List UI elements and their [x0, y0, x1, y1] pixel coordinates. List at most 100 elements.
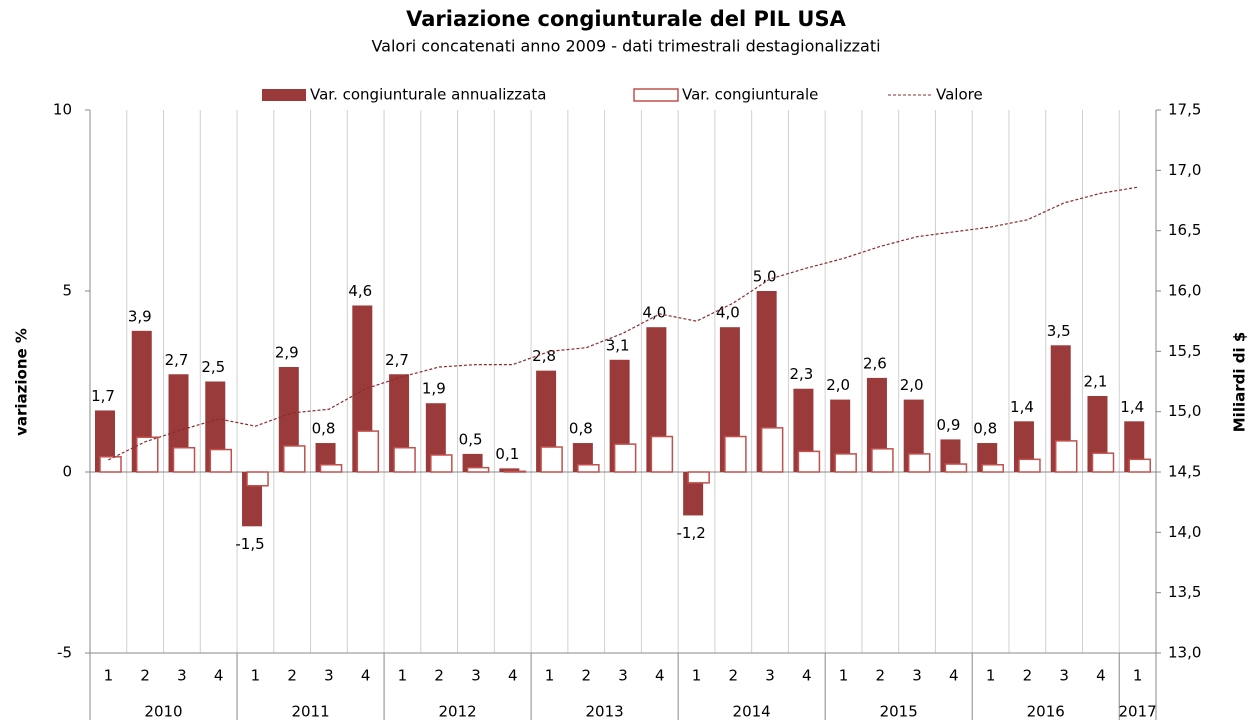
- bar: [613, 443, 637, 473]
- data-label: 0,8: [569, 420, 593, 438]
- y-tick-label: -5: [57, 644, 72, 662]
- y2-tick-label: 15,5: [1168, 342, 1201, 360]
- bar: [136, 436, 159, 473]
- x-tick-label: 4: [361, 667, 371, 685]
- bar: [907, 453, 931, 473]
- bar: [209, 448, 233, 473]
- x-tick-label: 1: [839, 667, 849, 685]
- legend-label: Valore: [936, 86, 983, 104]
- bar: [981, 464, 1004, 473]
- data-label: 1,9: [422, 380, 446, 398]
- legend-swatch: [262, 89, 306, 101]
- bar: [871, 448, 894, 473]
- bar: [319, 464, 343, 473]
- y2-tick-label: 13,0: [1168, 644, 1201, 662]
- y2-tick-label: 17,5: [1168, 101, 1201, 119]
- x-tick-label: 1: [692, 667, 702, 685]
- data-label: 2,7: [385, 351, 409, 369]
- chart-subtitle: Valori concatenati anno 2009 - dati trim…: [371, 37, 880, 56]
- x-group-label: 2012: [438, 703, 476, 720]
- y2-tick-label: 14,5: [1168, 463, 1201, 481]
- bar: [1018, 458, 1041, 473]
- x-tick-label: 3: [471, 667, 481, 685]
- x-tick-label: 1: [545, 667, 555, 685]
- bar: [283, 445, 306, 473]
- y2-tick-label: 16,0: [1168, 282, 1201, 300]
- y-tick-label: 5: [62, 282, 72, 300]
- bar: [356, 430, 380, 473]
- y-tick-label: 10: [53, 101, 72, 119]
- x-tick-label: 2: [434, 667, 444, 685]
- data-label: 2,5: [201, 358, 225, 376]
- data-label: 2,3: [789, 365, 813, 383]
- bar: [834, 453, 857, 473]
- bar: [797, 450, 821, 473]
- legend-label: Var. congiunturale: [682, 86, 818, 104]
- data-label: 0,9: [937, 416, 961, 434]
- bar: [577, 464, 600, 473]
- bar: [540, 446, 563, 473]
- y-tick-label: 0: [62, 463, 72, 481]
- line: [108, 186, 1138, 461]
- x-tick-label: 4: [508, 667, 518, 685]
- bar: [1128, 458, 1151, 473]
- bar: [172, 446, 196, 473]
- bar: [756, 291, 777, 472]
- chart-title: Variazione congiunturale del PIL USA: [406, 7, 846, 31]
- data-label: 5,0: [753, 268, 777, 286]
- x-tick-label: 1: [398, 667, 408, 685]
- bar: [393, 446, 416, 473]
- x-tick-label: 1: [1133, 667, 1143, 685]
- bar: [944, 463, 968, 473]
- data-label: -1,2: [676, 524, 705, 542]
- x-tick-label: 2: [876, 667, 886, 685]
- x-tick-label: 3: [1059, 667, 1069, 685]
- x-tick-label: 2: [581, 667, 591, 685]
- x-tick-label: 2: [729, 667, 739, 685]
- x-tick-label: 4: [802, 667, 812, 685]
- x-group-label: 2016: [1027, 703, 1065, 720]
- x-tick-label: 3: [324, 667, 334, 685]
- data-label: 0,8: [973, 420, 997, 438]
- x-group-label: 2013: [586, 703, 624, 720]
- data-label: 0,1: [495, 445, 519, 463]
- data-label: 3,5: [1047, 322, 1071, 340]
- data-label: 2,7: [165, 351, 189, 369]
- bar: [687, 471, 710, 484]
- bar: [760, 427, 784, 473]
- x-tick-label: 1: [104, 667, 114, 685]
- bar: [503, 470, 527, 473]
- x-tick-label: 2: [287, 667, 297, 685]
- x-tick-label: 3: [177, 667, 187, 685]
- x-group-label: 2011: [291, 703, 329, 720]
- data-label: 0,8: [312, 420, 336, 438]
- x-group-label: 2014: [733, 703, 771, 720]
- data-label: 2,6: [863, 354, 887, 372]
- x-tick-label: 1: [251, 667, 261, 685]
- bar: [1054, 440, 1078, 473]
- bar: [99, 456, 122, 473]
- y2-tick-label: 13,5: [1168, 583, 1201, 601]
- x-tick-label: 4: [949, 667, 959, 685]
- data-label: -1,5: [235, 535, 264, 553]
- data-label: 0,5: [459, 430, 483, 448]
- data-label: 3,1: [606, 336, 630, 354]
- data-label: 1,7: [91, 387, 115, 405]
- bar: [724, 435, 747, 473]
- y2-tick-label: 15,0: [1168, 402, 1201, 420]
- x-tick-label: 3: [765, 667, 775, 685]
- x-group-label: 2010: [144, 703, 182, 720]
- x-tick-label: 4: [1096, 667, 1106, 685]
- legend-swatch: [633, 88, 679, 102]
- x-tick-label: 4: [214, 667, 224, 685]
- data-label: 2,9: [275, 344, 299, 362]
- y-axis-title: variazione %: [13, 328, 31, 436]
- data-label: 4,0: [716, 304, 740, 322]
- data-label: 2,0: [900, 376, 924, 394]
- y2-tick-label: 17,0: [1168, 161, 1201, 179]
- y2-tick-label: 14,0: [1168, 523, 1201, 541]
- data-label: 3,9: [128, 307, 152, 325]
- bar: [430, 454, 453, 473]
- x-tick-label: 3: [912, 667, 922, 685]
- x-tick-label: 2: [140, 667, 150, 685]
